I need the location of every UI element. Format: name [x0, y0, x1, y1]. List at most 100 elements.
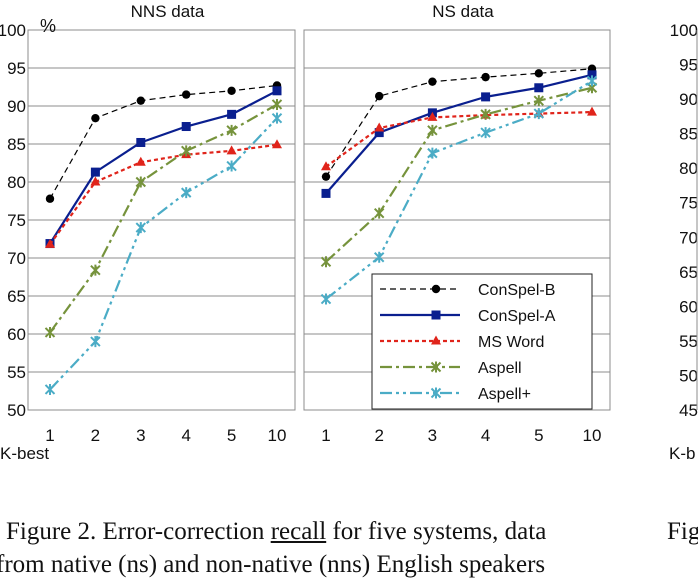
series-aspell [44, 98, 283, 338]
series-line [49, 89, 278, 245]
y-tick-label: 85 [7, 135, 26, 154]
y-tick-label: 65 [679, 263, 698, 282]
data-point [586, 75, 598, 87]
legend-label: ConSpel-A [478, 308, 556, 325]
x-tick-label: 4 [481, 426, 490, 445]
y-tick-label: 50 [679, 366, 698, 385]
y-tick-label: 75 [7, 211, 26, 230]
x-tick-label: 5 [534, 426, 543, 445]
data-point [533, 108, 545, 120]
data-point [374, 122, 385, 132]
data-point [272, 139, 282, 149]
data-point [180, 145, 192, 157]
chart-title: NS data [432, 2, 494, 21]
data-point [91, 113, 100, 123]
data-point [180, 187, 192, 199]
data-point [587, 70, 597, 80]
data-point [587, 106, 597, 116]
chart-panel-2: ConSpel-B ConSpel-A MS Word Aspell Aspell+ [303, 29, 611, 411]
series-line [325, 79, 593, 300]
chart-title: NNS data [131, 2, 205, 21]
data-point [135, 156, 146, 166]
data-point [428, 77, 437, 86]
series-aspell- [44, 112, 283, 395]
chart-panel-3-partial: 45 50 55 60 65 70 75 80 85 90 95 100 K-b [669, 21, 698, 463]
y-tick-label: 85 [679, 125, 698, 144]
data-point [534, 69, 543, 78]
data-point [321, 188, 331, 198]
data-point [373, 207, 385, 219]
data-point [136, 137, 146, 147]
y-tick-label: 95 [7, 59, 26, 78]
y-tick-label: 60 [7, 325, 26, 344]
data-point [90, 264, 101, 276]
data-point [90, 336, 101, 348]
y-tick-label: 65 [7, 287, 26, 306]
x-tick-label: 5 [227, 426, 236, 445]
data-point [373, 251, 385, 263]
caption-text: Figure 2. Error-correction [6, 518, 271, 545]
legend: ConSpel-B ConSpel-A MS Word Aspell Aspell+ [371, 273, 593, 410]
series-line [49, 103, 278, 334]
data-point [375, 91, 384, 101]
data-point [480, 108, 491, 120]
data-point [272, 86, 282, 96]
y-tick-label: 80 [679, 159, 698, 178]
y-tick-label: 50 [7, 401, 26, 420]
data-point [227, 109, 237, 119]
x-tick-label: 10 [583, 426, 602, 445]
series-aspell- [320, 75, 598, 305]
data-point [481, 72, 490, 82]
legend-label: ConSpel-B [478, 282, 555, 299]
y-tick-label: 70 [7, 249, 26, 268]
series-line [325, 68, 593, 178]
data-point [534, 83, 544, 93]
data-point [226, 160, 237, 172]
legend-label: MS Word [478, 334, 544, 351]
x-tick-label: 3 [136, 426, 145, 445]
data-point [181, 122, 191, 132]
caption-underlined-word: recall [270, 518, 327, 545]
data-point [45, 194, 55, 203]
data-point [135, 222, 147, 234]
y-tick-label: 90 [679, 90, 698, 109]
legend-marker [430, 387, 442, 399]
x-tick-label: 1 [45, 426, 54, 445]
x-tick-label: 3 [428, 426, 437, 445]
figure-caption-line-2: from native (ns) and non-native (nns) En… [0, 551, 546, 578]
data-point [90, 176, 101, 186]
y-tick-label: 90 [7, 97, 26, 116]
data-point [136, 96, 145, 105]
legend-marker [431, 284, 441, 294]
data-point [44, 383, 56, 395]
data-point [533, 95, 545, 107]
legend-label: Aspell+ [478, 386, 531, 403]
series-ms-word [45, 139, 282, 248]
y-tick-label: 60 [679, 297, 698, 316]
y-tick-label: 100 [670, 21, 698, 40]
data-point [44, 326, 56, 338]
y-tick-label: 45 [679, 401, 698, 420]
y-tick-label: 75 [679, 194, 698, 213]
legend-marker [430, 361, 442, 373]
data-point [182, 90, 191, 99]
x-axis-label: K-b [669, 444, 695, 463]
data-point [321, 172, 331, 181]
data-point [427, 147, 438, 159]
x-tick-label: 2 [91, 426, 100, 445]
x-tick-label: 2 [374, 426, 383, 445]
data-point [226, 124, 237, 136]
legend-marker [431, 335, 441, 345]
data-point [271, 112, 283, 124]
y-tick-label: 55 [7, 363, 26, 382]
figure-caption: Figure 2. Error-correction recall for fi… [6, 518, 546, 546]
data-point [427, 124, 438, 136]
data-point [320, 293, 332, 305]
series-line [49, 143, 278, 245]
next-figure-caption-fragment: Fig [667, 518, 698, 545]
data-point [45, 238, 55, 248]
data-point [480, 127, 491, 139]
y-tick-label: 55 [679, 332, 698, 351]
data-point [427, 111, 438, 121]
